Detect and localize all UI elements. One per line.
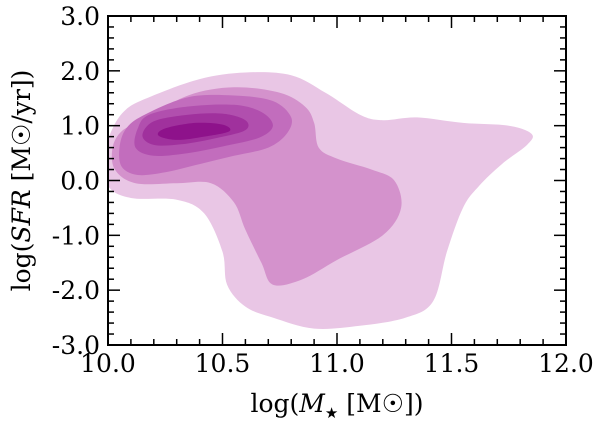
contour-level-6 [157, 122, 231, 140]
x-tick-label: 10.0 [80, 349, 136, 378]
axis-ticks [107, 15, 567, 346]
x-axis-label-pre: log( [250, 389, 299, 418]
y-tick-label: -3.0 [52, 331, 100, 360]
x-axis-label-symbol: M [298, 389, 326, 418]
x-axis-label-subscript: ★ [325, 404, 338, 422]
x-tick-label: 11.0 [309, 349, 365, 378]
y-tick-labels: -3.0 -2.0 -1.0 0.0 1.0 2.0 3.0 [52, 2, 100, 360]
y-tick-label: 1.0 [60, 112, 100, 141]
y-axis-label-post: [M☉/yr]) [7, 70, 36, 190]
x-tick-labels: 10.0 10.5 11.0 11.5 12.0 [80, 349, 594, 378]
x-axis-label-post: [M☉]) [338, 389, 423, 418]
y-tick-label: 0.0 [60, 167, 100, 196]
x-tick-label: 12.0 [538, 349, 594, 378]
y-tick-label: 2.0 [60, 57, 100, 86]
y-tick-label: 3.0 [60, 2, 100, 31]
y-axis-label-symbol: SFR [7, 189, 36, 242]
contour-levels [108, 72, 533, 329]
x-tick-label: 10.5 [195, 349, 251, 378]
y-tick-label: -2.0 [52, 276, 100, 305]
y-tick-label: -1.0 [52, 221, 100, 250]
y-axis-label: log(SFR [M☉/yr]) [7, 70, 36, 292]
x-tick-label: 11.5 [424, 349, 480, 378]
x-axis-label: log(M★ [M☉]) [250, 389, 423, 422]
y-axis-label-pre: log( [7, 243, 36, 292]
